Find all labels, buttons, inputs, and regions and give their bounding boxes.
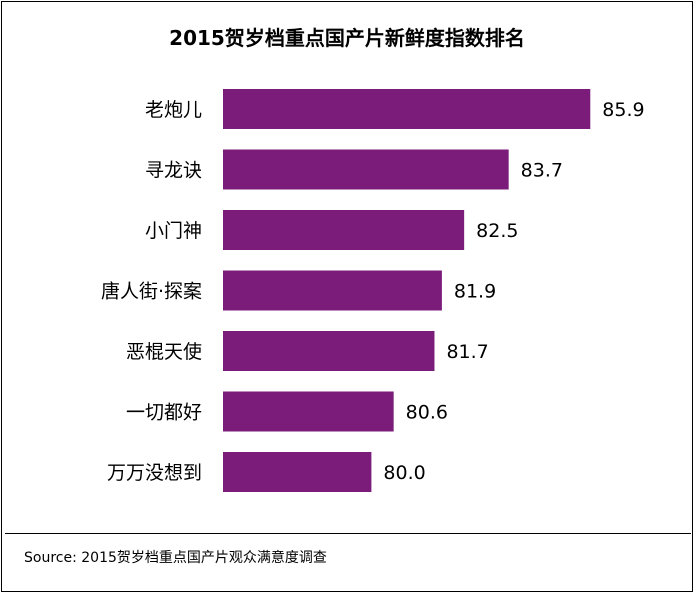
category-label-3: 唐人街·探案	[101, 281, 202, 303]
bar-6	[223, 452, 372, 492]
value-label-4: 81.7	[446, 341, 488, 363]
bar-5	[223, 391, 394, 432]
bar-3	[223, 270, 442, 311]
category-label-4: 恶棍天使	[126, 341, 202, 363]
value-label-5: 80.6	[406, 402, 448, 424]
value-label-6: 80.0	[383, 462, 425, 484]
source-note: Source: 2015贺岁档重点国产片观众满意度调查	[24, 550, 327, 566]
category-label-0: 老炮儿	[145, 99, 202, 121]
category-label-1: 寻龙诀	[145, 160, 202, 182]
category-label-2: 小门神	[145, 220, 202, 242]
bar-0	[223, 89, 591, 129]
category-label-6: 万万没想到	[107, 462, 202, 484]
value-label-2: 82.5	[476, 220, 518, 242]
bar-chart: 老炮儿 85.9 寻龙诀 83.7 小门神 82.5 唐人街·探案 81.9 恶棍天使 81.7 一…	[101, 89, 645, 492]
bar-1	[223, 149, 509, 190]
bar-2	[223, 210, 465, 250]
value-label-1: 83.7	[521, 160, 563, 182]
category-label-5: 一切都好	[126, 402, 202, 424]
value-label-3: 81.9	[454, 281, 496, 303]
source-divider	[5, 533, 691, 534]
bar-4	[223, 331, 435, 371]
chart-title: 2015贺岁档重点国产片新鲜度指数排名	[169, 26, 525, 50]
value-label-0: 85.9	[602, 99, 644, 121]
